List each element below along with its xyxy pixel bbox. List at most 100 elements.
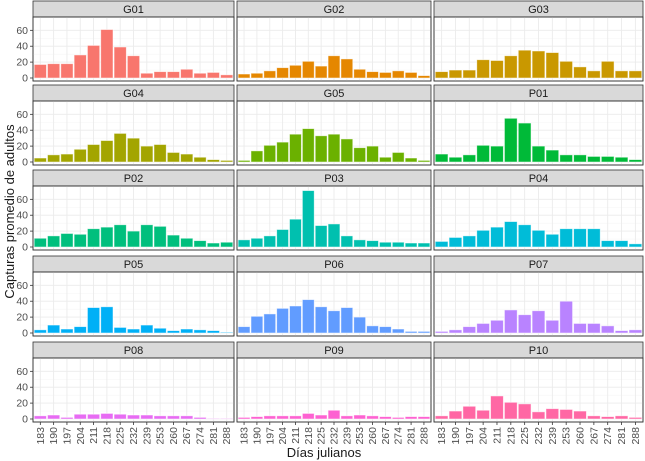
x-tick-label: 274: [393, 427, 405, 445]
facet-strip-label: G02: [324, 4, 345, 16]
bar-g02-260: [366, 71, 379, 79]
bar-g03-211: [490, 60, 504, 79]
bar-p09-204: [276, 415, 289, 420]
bar-p09-183: [237, 417, 251, 420]
x-tick-label: 197: [61, 427, 73, 445]
facet-panel-p05: P05 0 20 40 60: [16, 255, 235, 340]
bar-p05-253: [153, 327, 167, 334]
bar-p05-218: [100, 306, 114, 334]
bar-p01-281: [614, 156, 629, 163]
bar-p05-239: [140, 324, 154, 334]
bar-p07-190: [448, 329, 463, 334]
bar-g02-183: [237, 73, 251, 79]
bar-g02-232: [327, 55, 341, 79]
bar-p01-232: [531, 145, 546, 163]
x-tick-label: 190: [48, 427, 60, 445]
bar-g01-190: [47, 63, 61, 79]
bar-p03-190: [250, 237, 264, 248]
x-tick-label: 218: [303, 427, 315, 445]
bar-g05-260: [366, 145, 379, 163]
bar-p08-190: [47, 414, 61, 420]
bar-p06-204: [276, 307, 289, 334]
bar-p05-274: [193, 329, 207, 334]
facet-strip-label: P09: [324, 345, 344, 357]
y-tick-label: 40: [16, 296, 28, 308]
bar-p03-225: [314, 225, 328, 248]
x-tick-label: 288: [221, 427, 233, 445]
bar-g04-239: [140, 145, 154, 163]
bar-p01-274: [600, 156, 615, 163]
bar-g01-183: [33, 64, 47, 79]
x-tick-label: 204: [277, 427, 289, 445]
bar-p10-204: [476, 409, 490, 420]
bar-p10-274: [600, 416, 615, 420]
y-tick-label: 20: [16, 226, 28, 238]
y-tick-label: 0: [22, 157, 28, 169]
y-tick-label: 60: [16, 194, 28, 206]
x-tick-label: 190: [251, 427, 263, 445]
bar-g05-197: [263, 144, 277, 163]
bar-p09-281: [404, 416, 418, 420]
x-tick-label: 288: [630, 427, 642, 445]
panel-border: [236, 100, 432, 166]
bar-p10-260: [573, 410, 587, 420]
bar-p10-190: [448, 410, 463, 420]
facet-strip-label: G01: [123, 4, 144, 16]
bar-p02-197: [60, 233, 74, 248]
y-tick-label: 60: [16, 25, 28, 37]
bar-p08-183: [33, 415, 47, 420]
bar-g02-274: [391, 70, 405, 79]
bar-p04-260: [573, 228, 587, 248]
bar-p04-197: [462, 235, 477, 248]
bar-g01-232: [126, 55, 141, 79]
facet-strip-label: P01: [529, 88, 549, 100]
panel-border: [32, 100, 235, 166]
bar-g04-211: [87, 144, 101, 163]
bar-p07-281: [614, 330, 629, 334]
bar-p01-260: [573, 154, 587, 163]
bar-g03-281: [614, 70, 629, 79]
bar-g01-197: [60, 63, 74, 79]
bar-g03-204: [476, 59, 490, 79]
bar-g01-274: [193, 72, 207, 79]
bar-g05-211: [289, 133, 302, 163]
bar-p02-225: [113, 224, 127, 248]
bar-p10-281: [614, 415, 629, 420]
bar-g03-225: [517, 49, 532, 79]
y-tick-label: 0: [22, 242, 28, 254]
bar-p08-204: [73, 413, 87, 420]
bar-p08-211: [87, 413, 101, 420]
x-tick-label: 183: [436, 427, 448, 445]
facet-panel-g05: G05: [236, 84, 432, 166]
bar-g02-218: [301, 60, 315, 79]
bar-g01-288: [220, 74, 234, 79]
y-tick-label: 60: [16, 109, 28, 121]
x-tick-label: 253: [155, 427, 167, 445]
x-tick-label: 281: [406, 427, 418, 445]
bar-g04-225: [113, 132, 127, 163]
bar-p02-218: [100, 226, 114, 248]
bar-g02-204: [276, 67, 289, 79]
bar-g05-267: [379, 156, 392, 163]
bar-p03-197: [263, 235, 277, 248]
x-tick-label: 225: [316, 427, 328, 445]
bar-p05-197: [60, 328, 74, 334]
y-tick-label: 20: [16, 312, 28, 324]
bar-p01-190: [448, 156, 463, 163]
x-tick-label: 232: [533, 427, 545, 445]
bar-p02-204: [73, 233, 87, 248]
bar-p07-183: [434, 331, 449, 334]
bar-g04-197: [60, 153, 74, 163]
bar-g01-267: [180, 68, 194, 79]
bar-p09-267: [379, 416, 392, 420]
bar-p04-267: [587, 228, 601, 248]
x-tick-label: 225: [115, 427, 127, 445]
bar-g01-260: [166, 71, 180, 79]
facet-panel-g02: G02: [236, 0, 432, 82]
bar-g05-274: [391, 152, 405, 163]
y-tick-label: 0: [22, 328, 28, 340]
bar-p07-232: [531, 310, 546, 334]
bar-g05-190: [250, 150, 264, 163]
x-tick-label: 204: [478, 427, 490, 445]
